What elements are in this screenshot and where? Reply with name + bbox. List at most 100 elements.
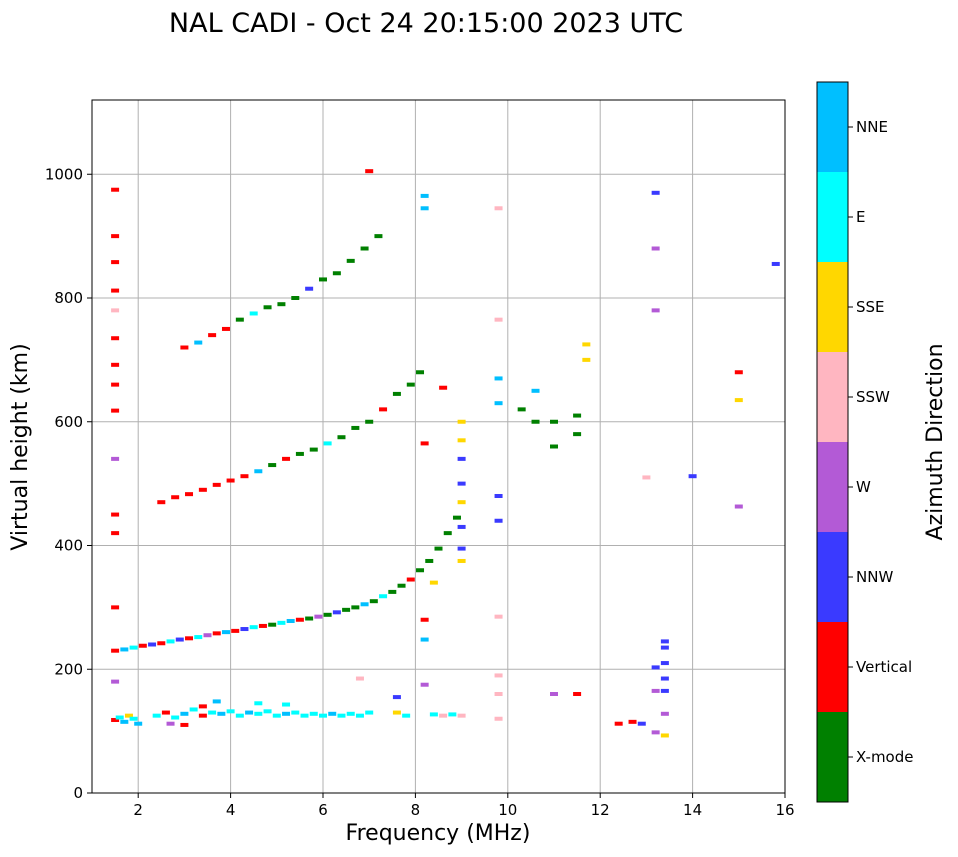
colorbar-segment: [817, 82, 848, 172]
colorbar-segment: [817, 442, 848, 532]
data-point: [226, 478, 235, 483]
data-point: [282, 456, 291, 461]
data-point: [120, 647, 129, 652]
data-point: [457, 481, 466, 486]
data-point: [531, 419, 540, 424]
data-point: [337, 435, 346, 440]
data-point: [171, 715, 180, 720]
data-point: [180, 722, 189, 727]
data-point: [439, 713, 448, 718]
data-point: [185, 492, 194, 497]
data-point: [452, 515, 461, 520]
data-point: [157, 500, 166, 505]
data-point: [175, 637, 184, 642]
data-point: [457, 546, 466, 551]
data-point: [531, 388, 540, 393]
data-point: [314, 614, 323, 619]
x-tick-label: 8: [411, 801, 421, 819]
data-point: [134, 721, 143, 726]
data-point: [494, 692, 503, 696]
data-point: [295, 617, 304, 622]
data-point: [221, 630, 230, 635]
data-point: [360, 246, 369, 251]
data-point: [434, 546, 443, 551]
data-point: [660, 733, 669, 738]
data-point: [115, 715, 124, 720]
y-tick-label: 1000: [45, 165, 83, 183]
y-tick-label: 400: [54, 537, 83, 555]
colorbar-label: Vertical: [856, 658, 912, 676]
data-point: [494, 206, 503, 211]
x-tick-label: 2: [133, 801, 143, 819]
grid: [92, 100, 786, 794]
data-point: [346, 711, 355, 716]
data-point: [300, 713, 309, 718]
data-point: [254, 469, 263, 474]
data-point: [185, 636, 194, 641]
data-point: [660, 711, 669, 716]
data-point: [111, 717, 120, 722]
data-point: [429, 580, 438, 585]
colorbar-frame: [816, 81, 849, 803]
data-point: [651, 688, 660, 693]
data-point: [111, 336, 120, 341]
data-point: [217, 711, 226, 716]
colorbar-label: SSE: [856, 298, 885, 316]
data-point: [111, 288, 120, 293]
data-point: [249, 311, 258, 316]
data-point: [351, 605, 360, 610]
data-point: [494, 614, 503, 619]
data-point: [212, 631, 221, 636]
data-point: [420, 441, 429, 446]
data-point: [402, 713, 411, 718]
data-point: [392, 710, 401, 715]
data-point: [240, 474, 249, 479]
data-point: [365, 419, 374, 424]
data-point: [263, 709, 272, 714]
data-point: [111, 362, 120, 367]
data-point: [337, 713, 346, 718]
x-tick-label: 16: [775, 801, 794, 819]
data-point: [198, 704, 207, 709]
data-point: [420, 193, 429, 198]
data-point: [129, 645, 138, 650]
colorbar-label: E: [856, 208, 865, 226]
data-point: [494, 673, 503, 678]
data-point: [443, 531, 452, 536]
x-tick-label: 12: [591, 801, 610, 819]
data-point: [152, 713, 161, 718]
data-point: [457, 524, 466, 529]
data-point: [346, 258, 355, 263]
data-point: [494, 401, 503, 406]
data-point: [439, 385, 448, 390]
data-point: [111, 187, 120, 192]
data-point: [457, 438, 466, 443]
data-point: [365, 710, 374, 715]
data-point: [550, 692, 558, 696]
data-point: [734, 370, 743, 375]
data-point: [429, 712, 438, 717]
data-point: [166, 721, 175, 726]
data-point: [660, 645, 669, 650]
data-point: [771, 261, 780, 266]
data-point: [268, 463, 277, 468]
data-point: [254, 701, 263, 706]
y-axis-ticks: 0 200 400 600 800 1000: [45, 165, 92, 802]
chart-title: NAL CADI - Oct 24 20:15:00 2023 UTC: [169, 8, 683, 39]
colorbar-segment: [817, 352, 848, 442]
data-point: [235, 713, 244, 718]
data-point: [651, 665, 660, 670]
data-point: [291, 710, 300, 715]
x-tick-label: 4: [226, 801, 236, 819]
data-point: [198, 713, 207, 718]
data-point: [323, 612, 332, 617]
colorbar-label: W: [856, 478, 871, 496]
colorbar-label: NNE: [856, 118, 888, 136]
data-point: [120, 719, 129, 724]
data-point: [494, 494, 503, 498]
data-point: [332, 271, 341, 276]
data-point: [194, 340, 203, 345]
data-point: [351, 425, 360, 430]
colorbar: X-mode Vertical NNW W SSW SSE E NNE: [816, 81, 913, 803]
